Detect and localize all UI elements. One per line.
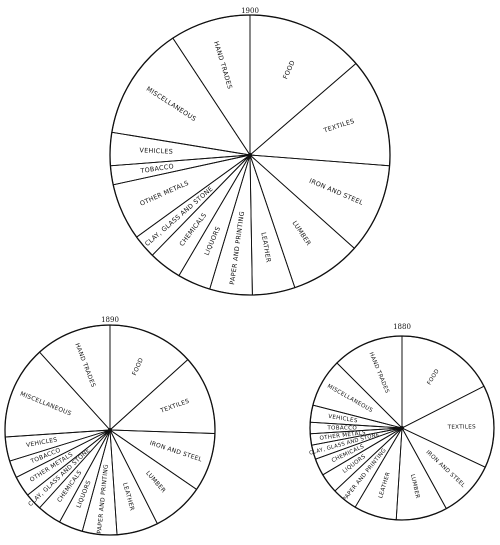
pie-label-1880-leather: LEATHER (378, 471, 392, 499)
pie-1900: 1900 FOOD TEXTILES IRON AND STEEL LUMBER LEAT… (109, 7, 391, 296)
pie-label-1890-hand-trades: HAND TRADES (73, 342, 96, 388)
pie-label-1880-miscellaneous: MISCELLANEOUS (326, 383, 374, 414)
pie-label-1900-miscellaneous: MISCELLANEOUS (145, 85, 198, 123)
pie-label-1890-miscellaneous: MISCELLANEOUS (19, 391, 72, 418)
pie-label-1890-liquors: LIQUORS (75, 479, 92, 509)
pie-slice-1890-food (109, 324, 189, 432)
pie-label-1890-leather: LEATHER (121, 482, 135, 512)
pie-label-1900-food: FOOD (281, 59, 297, 80)
pie-label-1890-vehicles: VEHICLES (26, 436, 58, 449)
pie-label-1900-paper-and-printing: PAPER AND PRINTING (228, 211, 246, 286)
pie-slice-1900-miscellaneous (111, 37, 251, 156)
pie-slice-1880-hand-trades (336, 335, 403, 430)
pie-label-1900-tobacco: TOBACCO (139, 162, 174, 175)
pie-slice-1900-lumber (249, 153, 355, 289)
pie-1890: 1890 FOOD TEXTILES IRON AND STEEL LUMBER LEAT… (4, 316, 216, 536)
pie-slice-1900-vehicles (109, 131, 251, 167)
pie-label-1900-iron-and-steel: IRON AND STEEL (308, 177, 365, 207)
pie-slice-1900-food (249, 14, 357, 156)
pie-label-1880-hand-trades: HAND TRADES (367, 352, 389, 395)
pie-title-1880: 1880 (393, 323, 411, 331)
pie-label-1900-leather: LEATHER (259, 232, 272, 264)
pie-center-1880 (400, 426, 404, 430)
pie-label-1880-tobacco: TOBACCO (326, 426, 357, 432)
pie-label-1880-food: FOOD (427, 368, 441, 386)
pie-title-1900: 1900 (241, 7, 259, 15)
pie-label-1890-iron-and-steel: IRON AND STEEL (149, 440, 204, 464)
pie-center-1900 (248, 153, 252, 157)
pie-slice-1900-textiles (248, 62, 391, 167)
pie-label-1880-other-metals: OTHER METALS (319, 430, 366, 442)
pie-slice-1880-textiles (400, 385, 495, 468)
pie-title-1890: 1890 (101, 316, 119, 324)
pie-label-1890-textiles: TEXTILES (159, 398, 191, 415)
pie-label-1900-vehicles: VEHICLES (139, 146, 173, 155)
pie-label-1890-food: FOOD (131, 357, 145, 377)
pie-label-1880-lumber: LUMBER (409, 474, 420, 500)
pie-slice-1880-food (401, 335, 485, 429)
pie-label-1900-lumber: LUMBER (291, 219, 313, 247)
pie-label-1890-lumber: LUMBER (144, 470, 167, 495)
pie-slice-1900-iron-and-steel (248, 154, 391, 249)
pie-slice-1900-leather (249, 154, 296, 296)
pie-label-1880-vehicles: VEHICLES (328, 414, 358, 425)
pie-label-1900-hand-trades: HAND TRADES (212, 40, 234, 90)
pie-slice-1890-hand-trades (38, 324, 111, 432)
pie-label-1900-textiles: TEXTILES (322, 117, 356, 135)
pie-slice-1890-textiles (108, 358, 216, 434)
pie-slice-1880-lumber (395, 426, 447, 521)
pie-slice-1900-hand-trades (172, 14, 251, 157)
pie-label-1880-textiles: TEXTILES (447, 424, 477, 430)
pie-slice-1890-miscellaneous (4, 351, 111, 438)
pie-center-1890 (108, 428, 112, 432)
